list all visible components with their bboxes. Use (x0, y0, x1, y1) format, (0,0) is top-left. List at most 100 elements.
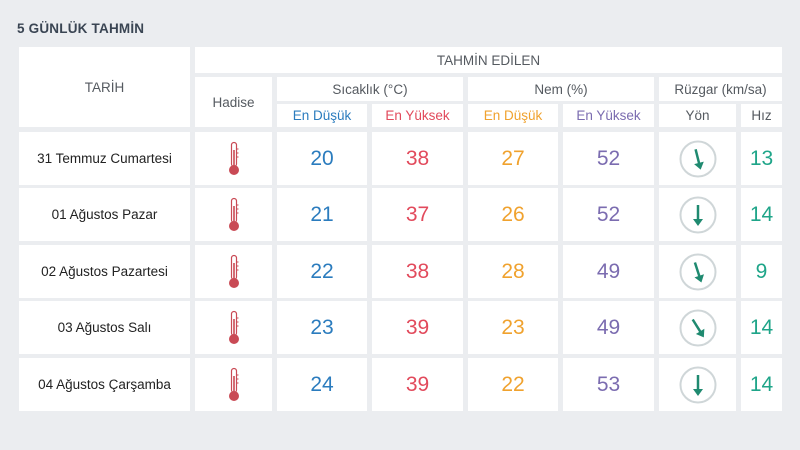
row-date: 04 Ağustos Çarşamba (19, 358, 190, 411)
row-temp-max: 38 (372, 245, 463, 298)
hum-min-value: 28 (501, 259, 525, 283)
row-temp-max: 39 (372, 301, 463, 354)
subheader-temp-max-label: En Yüksek (385, 108, 450, 123)
header-date-label: TARİH (84, 80, 125, 95)
subheader-wind-speed-label: Hız (751, 108, 772, 123)
row-date: 02 Ağustos Pazartesi (19, 245, 190, 298)
wind-speed-value: 14 (749, 315, 774, 339)
wind-direction-arrow-icon (679, 366, 716, 403)
wind-speed-value: 14 (749, 202, 774, 226)
temp-max-value: 38 (405, 259, 430, 283)
subheader-temp-min-label: En Düşük (292, 108, 352, 123)
row-temp-min: 23 (277, 301, 367, 354)
temp-min-value: 22 (310, 259, 334, 283)
header-wind: Rüzgar (km/sa) (659, 77, 782, 101)
row-wind-dir (659, 301, 736, 354)
header-event-label: Hadise (212, 94, 255, 110)
thermometer-icon (228, 254, 239, 288)
row-wind-speed: 14 (741, 301, 782, 354)
row-hum-min: 28 (468, 245, 558, 298)
wind-direction-arrow-icon (679, 140, 716, 177)
hum-max-value: 52 (596, 202, 621, 226)
thermometer-icon (228, 367, 239, 401)
hum-max-value: 52 (596, 146, 621, 170)
row-date-label: 31 Temmuz Cumartesi (37, 151, 172, 166)
row-hum-max: 53 (563, 358, 654, 411)
subheader-wind-dir: Yön (659, 104, 736, 127)
row-temp-min: 21 (277, 188, 367, 241)
row-wind-dir (659, 132, 736, 185)
row-temp-min: 22 (277, 245, 367, 298)
hum-min-value: 22 (501, 372, 525, 396)
header-forecast-label: TAHMİN EDİLEN (436, 52, 541, 68)
subheader-hum-max: En Yüksek (563, 104, 654, 127)
header-temperature-label: Sıcaklık (°C) (332, 81, 408, 97)
row-wind-speed: 13 (741, 132, 782, 185)
temp-max-value: 39 (405, 315, 430, 339)
row-hum-min: 23 (468, 301, 558, 354)
temp-max-value: 39 (405, 372, 430, 396)
row-hum-max: 52 (563, 188, 654, 241)
row-temp-min: 24 (277, 358, 367, 411)
row-temp-max: 38 (372, 132, 463, 185)
row-event (195, 301, 272, 354)
row-hum-max: 49 (563, 301, 654, 354)
row-date-label: 04 Ağustos Çarşamba (38, 377, 171, 392)
row-event (195, 245, 272, 298)
row-wind-speed: 9 (741, 245, 782, 298)
subheader-temp-max: En Yüksek (372, 104, 463, 127)
row-date-label: 01 Ağustos Pazar (51, 207, 158, 222)
subheader-hum-max-label: En Yüksek (576, 108, 641, 123)
row-wind-speed: 14 (741, 188, 782, 241)
header-date: TARİH (19, 47, 190, 127)
page-title: 5 GÜNLÜK TAHMİN (17, 21, 145, 36)
row-temp-max: 37 (372, 188, 463, 241)
subheader-hum-min-label: En Düşük (483, 108, 543, 123)
row-wind-speed: 14 (741, 358, 782, 411)
temp-min-value: 23 (310, 315, 334, 339)
header-humidity: Nem (%) (468, 77, 654, 101)
row-hum-max: 49 (563, 245, 654, 298)
hum-max-value: 53 (596, 372, 621, 396)
row-hum-min: 22 (468, 358, 558, 411)
row-event (195, 188, 272, 241)
header-forecast: TAHMİN EDİLEN (195, 47, 782, 73)
row-event (195, 132, 272, 185)
row-wind-dir (659, 245, 736, 298)
row-temp-min: 20 (277, 132, 367, 185)
row-temp-max: 39 (372, 358, 463, 411)
row-hum-min: 27 (468, 132, 558, 185)
row-date: 03 Ağustos Salı (19, 301, 190, 354)
row-hum-max: 52 (563, 132, 654, 185)
wind-direction-arrow-icon (679, 196, 716, 233)
wind-speed-value: 13 (749, 146, 774, 170)
row-hum-min: 26 (468, 188, 558, 241)
wind-direction-arrow-icon (679, 309, 716, 346)
hum-min-value: 23 (501, 315, 525, 339)
subheader-temp-min: En Düşük (277, 104, 367, 127)
wind-speed-value: 14 (749, 372, 774, 396)
temp-min-value: 24 (310, 372, 334, 396)
subheader-wind-speed: Hız (741, 104, 782, 127)
temp-max-value: 38 (405, 146, 430, 170)
header-temperature: Sıcaklık (°C) (277, 77, 463, 101)
wind-speed-value: 9 (755, 259, 768, 283)
thermometer-icon (228, 197, 239, 231)
hum-max-value: 49 (596, 315, 621, 339)
temp-max-value: 37 (405, 202, 430, 226)
header-wind-label: Rüzgar (km/sa) (674, 81, 767, 97)
hum-min-value: 27 (501, 146, 525, 170)
row-event (195, 358, 272, 411)
row-wind-dir (659, 358, 736, 411)
row-date-label: 02 Ağustos Pazartesi (41, 264, 168, 279)
row-date-label: 03 Ağustos Salı (57, 320, 152, 335)
subheader-wind-dir-label: Yön (685, 108, 710, 123)
temp-min-value: 20 (310, 146, 334, 170)
temp-min-value: 21 (310, 202, 334, 226)
header-event: Hadise (195, 77, 272, 127)
row-wind-dir (659, 188, 736, 241)
row-date: 31 Temmuz Cumartesi (19, 132, 190, 185)
hum-max-value: 49 (596, 259, 621, 283)
thermometer-icon (228, 310, 239, 344)
subheader-hum-min: En Düşük (468, 104, 558, 127)
